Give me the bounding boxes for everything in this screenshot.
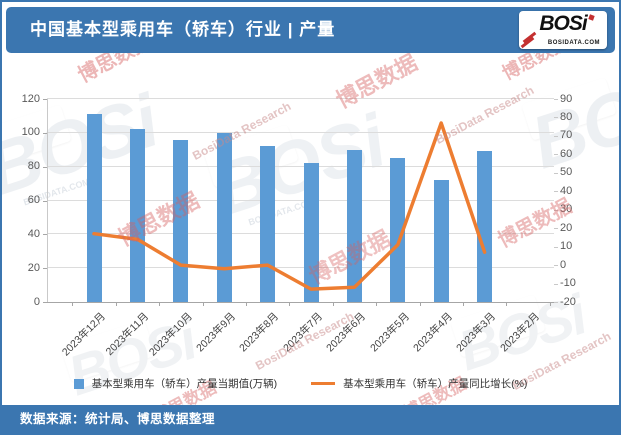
axis-tick	[554, 209, 558, 211]
axis-tick	[554, 154, 558, 156]
axis-tick	[43, 132, 47, 134]
x-axis-tick-label: 2023年3月	[454, 310, 499, 355]
y-axis-right-tick-label: 30	[560, 203, 573, 216]
y-axis-tick-label: 0	[33, 295, 40, 308]
x-axis-tick-label: 2023年12月	[59, 310, 108, 359]
axis-tick	[43, 268, 47, 270]
x-axis-tick-label: 2023年8月	[237, 310, 282, 355]
axis-tick	[43, 234, 47, 236]
bar	[390, 158, 406, 302]
header-bar: 中国基本型乘用车（轿车）行业 | 产量 BOSi BOSIDATA.COM	[6, 7, 615, 53]
gridline	[47, 165, 554, 167]
y-axis-right-tick-label: 60	[560, 147, 573, 160]
x-axis-tick-label: 2023年7月	[280, 310, 325, 355]
y-axis-right-tick-label: 10	[560, 240, 573, 253]
chart-title: 中国基本型乘用车（轿车）行业 | 产量	[30, 20, 336, 39]
y-axis-right-tick-label: -10	[560, 277, 576, 290]
y-axis-tick-label: 120	[21, 92, 40, 105]
x-axis-tick	[506, 302, 508, 306]
axis-tick	[554, 302, 558, 303]
y-axis-line	[47, 99, 48, 302]
legend-line-swatch	[311, 381, 336, 386]
bar	[86, 114, 102, 302]
x-axis-tick-label: 2023年11月	[103, 310, 152, 358]
y-axis-tick-label: 60	[27, 194, 40, 206]
bosi-logo: BOSi BOSIDATA.COM	[519, 11, 607, 49]
x-axis-tick	[115, 302, 117, 306]
legend-line-label: 基本型乘用车（轿车）产量同比增长(%)	[343, 378, 528, 390]
x-axis-tick-label: 2023年4月	[411, 310, 456, 355]
legend: 基本型乘用车（轿车）产量当期值(万辆) 基本型乘用车（轿车）产量同比增长(%)	[47, 376, 554, 391]
x-axis-tick-label: 2023年6月	[324, 310, 369, 355]
x-axis-tick	[72, 302, 74, 306]
bar	[346, 149, 362, 302]
axis-tick	[43, 302, 47, 303]
gridline	[47, 98, 554, 99]
axis-tick	[554, 265, 558, 267]
y-axis-right-tick-label: 40	[560, 184, 573, 197]
gridline	[47, 267, 554, 269]
axis-tick	[554, 172, 558, 174]
x-axis-tick	[462, 302, 464, 306]
x-axis-tick	[549, 302, 551, 306]
y-axis-tick-label: 20	[27, 261, 40, 274]
y-axis-tick-label: 40	[27, 227, 40, 240]
axis-tick	[554, 246, 558, 248]
gridline	[47, 302, 554, 303]
plot-area	[47, 98, 554, 303]
bar	[433, 180, 449, 302]
gridline	[47, 233, 554, 235]
footer-bar: 数据来源：统计局、博思数据整理	[2, 405, 619, 433]
y-axis-right-tick-label: 90	[560, 92, 573, 105]
x-axis-tick-label: 2023年2月	[497, 310, 542, 355]
x-axis-tick	[245, 302, 247, 306]
x-axis-tick	[376, 302, 378, 306]
y-axis-right-tick-label: 80	[560, 110, 573, 123]
x-axis-tick-label: 2023年5月	[367, 310, 412, 355]
y-axis-right-tick-label: 20	[560, 221, 573, 234]
bar	[260, 146, 276, 302]
bar	[129, 129, 145, 302]
gridline	[47, 199, 554, 201]
y-axis-right-tick-label: 50	[560, 166, 573, 179]
data-source-text: 数据来源：统计局、博思数据整理	[20, 412, 216, 426]
x-axis-tick	[202, 302, 204, 306]
logo-text: BOSi	[539, 12, 587, 35]
x-axis-tick	[419, 302, 421, 306]
y-axis-right-tick-label: 0	[560, 258, 567, 271]
x-axis-tick-label: 2023年10月	[146, 310, 195, 359]
yoy-growth-line	[92, 121, 487, 291]
bar	[216, 132, 232, 302]
axis-tick	[43, 200, 47, 202]
gridline	[47, 131, 554, 133]
legend-bar-swatch	[73, 378, 84, 389]
axis-tick	[554, 191, 558, 193]
legend-bar-label: 基本型乘用车（轿车）产量当期值(万辆)	[91, 378, 278, 390]
x-axis-tick	[159, 302, 161, 306]
y-axis-right-tick-label: 70	[560, 129, 573, 142]
y-axis-tick-label: 80	[27, 160, 40, 173]
axis-tick	[43, 99, 47, 100]
logo-domain: BOSIDATA.COM	[547, 40, 600, 46]
axis-tick	[554, 135, 558, 137]
x-axis-tick-label: 2023年9月	[194, 310, 239, 355]
axis-tick	[554, 99, 558, 100]
x-axis-tick	[289, 302, 291, 306]
bar	[477, 151, 493, 302]
axis-tick	[554, 283, 558, 285]
x-axis-tick	[332, 302, 334, 306]
axis-tick	[554, 117, 558, 119]
y-axis-tick-label: 100	[21, 126, 40, 139]
axis-tick	[43, 166, 47, 168]
axis-tick	[554, 228, 558, 230]
y-axis-right-tick-label: -20	[560, 295, 576, 308]
bar	[303, 163, 319, 302]
